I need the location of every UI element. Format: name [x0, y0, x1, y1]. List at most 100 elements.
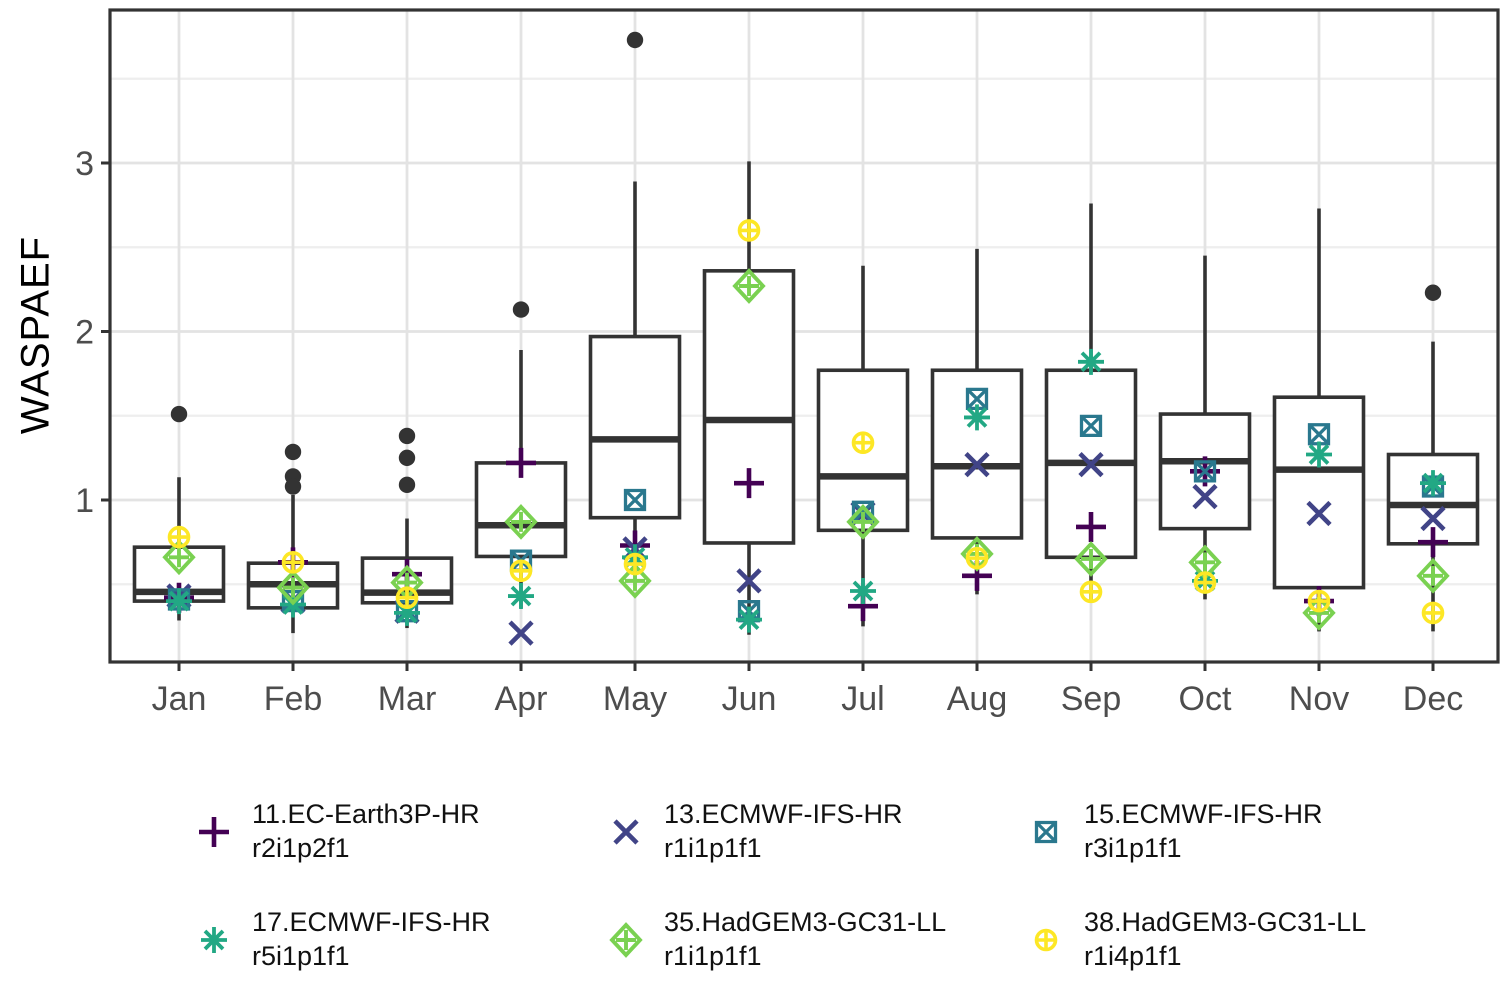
model-point-35: [846, 504, 880, 540]
legend-key-square-x-icon: [1034, 820, 1058, 844]
model-point-13-stroke: [1306, 500, 1332, 527]
outlier-point: [626, 31, 644, 49]
model-point-17-stroke: [1420, 470, 1446, 497]
model-point-38-circle: [737, 219, 761, 242]
legend-marker-17: [201, 927, 227, 953]
outlier-point: [284, 478, 302, 495]
legend-item-15: 15.ECMWF-IFS-HR r3i1p1f1: [1020, 796, 1511, 868]
model-point-38-stroke: [854, 434, 872, 452]
model-point-17: [964, 404, 990, 431]
model-point-38-stroke: [398, 589, 416, 607]
model-point-38-circle: [395, 586, 419, 610]
model-point-38-stroke: [170, 528, 188, 546]
model-point-35-stroke: [1416, 557, 1450, 594]
model-point-17-stroke: [964, 404, 990, 431]
model-point-38: [1307, 589, 1331, 613]
outlier-point: [284, 443, 302, 461]
model-point-17: [394, 599, 420, 626]
legend-marker-11: [199, 817, 229, 847]
legend-marker-38: [1034, 928, 1058, 952]
legend-label-model: 15.ECMWF-IFS-HR: [1084, 799, 1323, 830]
x-tick-label: Apr: [495, 680, 548, 718]
model-point-38-stroke: [968, 549, 986, 567]
box: [1272, 395, 1366, 590]
legend-label-run: r1i4p1f1: [1084, 941, 1182, 971]
model-point-38-stroke: [1196, 574, 1214, 592]
legend-key-asterisk-icon: [201, 927, 227, 953]
model-point-35: [276, 569, 310, 606]
model-point-38: [737, 219, 761, 242]
panel-background: [110, 10, 1498, 662]
model-point-17: [736, 606, 762, 633]
legend-grid: 11.EC-Earth3P-HR r2i1p2f1 13.ECMWF-IFS-HR r…: [188, 770, 1511, 976]
model-point-17-stroke: [1078, 348, 1104, 375]
legend-marker-13: [613, 819, 639, 845]
box: [930, 368, 1024, 540]
legend-label: 13.ECMWF-IFS-HR r1i1p1f1: [664, 798, 903, 866]
model-point-38-stroke: [1082, 583, 1100, 601]
legend-marker-11-stroke: [199, 817, 229, 847]
model-point-38: [623, 552, 647, 576]
x-tick-label: Aug: [947, 680, 1008, 718]
model-point-35-stroke: [162, 539, 196, 576]
model-point-35-stroke: [276, 569, 310, 606]
model-point-38: [509, 559, 533, 583]
legend-label: 11.EC-Earth3P-HR r2i1p2f1: [252, 798, 480, 866]
legend-label: 35.HadGEM3-GC31-LL r1i1p1f1: [664, 906, 946, 974]
y-axis-title: WASPAEF: [13, 235, 58, 435]
outlier-point: [170, 405, 188, 423]
model-point-15-stroke: [965, 387, 989, 411]
model-point-17-stroke: [850, 577, 876, 604]
model-point-38: [1193, 571, 1217, 594]
legend-marker-35: [609, 922, 643, 958]
model-point-15: [1079, 414, 1103, 438]
legend-key-plus-icon: [199, 817, 229, 847]
legend-key-circle-plus-icon: [1034, 928, 1058, 952]
model-point-38-stroke: [1310, 592, 1328, 610]
legend-label-model: 13.ECMWF-IFS-HR: [664, 799, 903, 830]
legend-marker-15-stroke: [1034, 820, 1058, 844]
model-point-17: [1078, 348, 1104, 375]
model-point-11-stroke: [1418, 527, 1448, 558]
legend-label: 15.ECMWF-IFS-HR r3i1p1f1: [1084, 798, 1323, 866]
panel-border: [108, 8, 1500, 664]
x-tick-label: Dec: [1403, 680, 1463, 718]
legend-item-13: 13.ECMWF-IFS-HR r1i1p1f1: [600, 796, 1020, 868]
legend-label: 38.HadGEM3-GC31-LL r1i4p1f1: [1084, 906, 1366, 974]
legend-label-run: r2i1p2f1: [252, 833, 350, 863]
model-point-35: [162, 539, 196, 576]
model-point-35: [1074, 541, 1108, 577]
model-point-17: [850, 577, 876, 604]
model-point-38: [167, 525, 191, 549]
legend-label-run: r1i1p1f1: [664, 833, 762, 863]
model-point-13: [1078, 451, 1104, 478]
model-point-11: [1076, 511, 1106, 542]
model-point-11-stroke: [1076, 511, 1106, 542]
model-point-15: [1193, 460, 1217, 483]
model-point-38-circle: [281, 551, 305, 574]
box: [702, 269, 796, 545]
model-point-38-circle: [851, 431, 875, 455]
legend-label-run: r3i1p1f1: [1084, 833, 1182, 863]
model-point-13-stroke: [964, 451, 990, 478]
model-point-17: [508, 583, 534, 610]
model-point-13: [736, 568, 762, 594]
legend-item-11: 11.EC-Earth3P-HR r2i1p2f1: [188, 796, 600, 868]
outlier-point: [398, 449, 416, 467]
model-point-38-stroke: [284, 553, 302, 571]
x-tick-label: Oct: [1179, 680, 1232, 718]
model-point-11-stroke: [506, 447, 536, 478]
model-point-38-circle: [965, 546, 989, 570]
model-point-38-stroke: [1424, 604, 1442, 622]
outlier-point: [1424, 284, 1442, 301]
x-tick-label: Nov: [1289, 680, 1349, 718]
legend-item-17: 17.ECMWF-IFS-HR r5i1p1f1: [188, 904, 600, 976]
model-point-38-circle: [1421, 601, 1445, 625]
x-tick-label: Jul: [841, 680, 884, 718]
model-point-11: [506, 447, 536, 478]
legend-marker-38-circle: [1034, 928, 1058, 952]
model-point-35: [1416, 557, 1450, 594]
model-point-15: [1307, 423, 1331, 446]
outlier-point: [398, 476, 416, 494]
